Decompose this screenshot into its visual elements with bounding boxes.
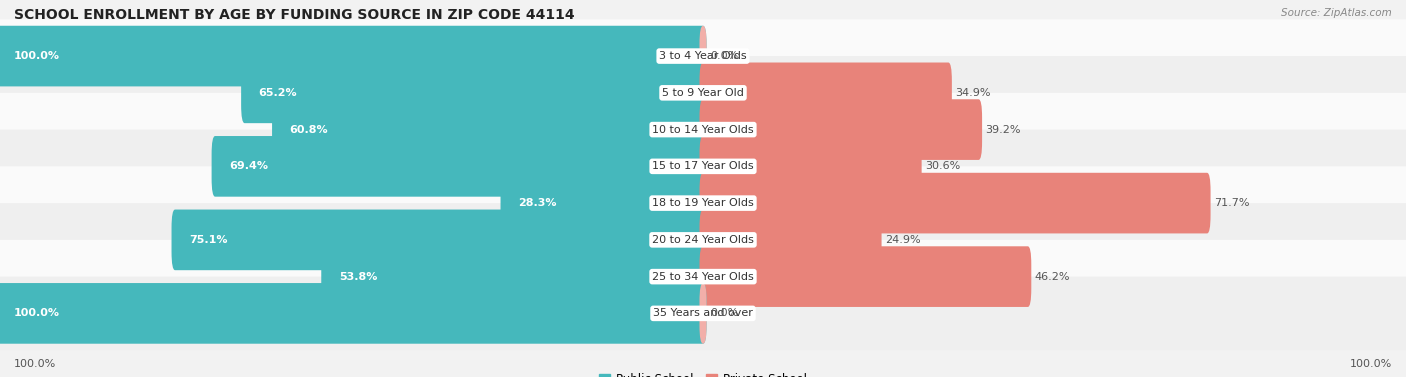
Text: 60.8%: 60.8% [290,124,328,135]
FancyBboxPatch shape [0,283,707,344]
FancyBboxPatch shape [700,210,882,270]
Text: 15 to 17 Year Olds: 15 to 17 Year Olds [652,161,754,172]
FancyBboxPatch shape [700,26,707,86]
Text: 0.0%: 0.0% [710,308,738,319]
Text: 100.0%: 100.0% [14,51,60,61]
Text: Source: ZipAtlas.com: Source: ZipAtlas.com [1281,8,1392,18]
FancyBboxPatch shape [700,246,1032,307]
FancyBboxPatch shape [700,99,981,160]
FancyBboxPatch shape [501,173,707,233]
FancyBboxPatch shape [273,99,707,160]
FancyBboxPatch shape [700,283,707,344]
Text: 35 Years and over: 35 Years and over [652,308,754,319]
FancyBboxPatch shape [242,63,707,123]
Text: 100.0%: 100.0% [14,359,56,369]
FancyBboxPatch shape [0,166,1406,240]
Text: 69.4%: 69.4% [229,161,269,172]
Text: 75.1%: 75.1% [190,235,228,245]
Text: 100.0%: 100.0% [14,308,60,319]
FancyBboxPatch shape [0,203,1406,277]
Text: 30.6%: 30.6% [925,161,960,172]
FancyBboxPatch shape [211,136,707,197]
FancyBboxPatch shape [321,246,707,307]
FancyBboxPatch shape [172,210,707,270]
Text: 65.2%: 65.2% [259,88,297,98]
Text: 3 to 4 Year Olds: 3 to 4 Year Olds [659,51,747,61]
Text: SCHOOL ENROLLMENT BY AGE BY FUNDING SOURCE IN ZIP CODE 44114: SCHOOL ENROLLMENT BY AGE BY FUNDING SOUR… [14,8,575,21]
Text: 100.0%: 100.0% [1350,359,1392,369]
FancyBboxPatch shape [0,130,1406,203]
FancyBboxPatch shape [700,136,922,197]
Text: 39.2%: 39.2% [986,124,1021,135]
FancyBboxPatch shape [700,63,952,123]
Text: 46.2%: 46.2% [1035,271,1070,282]
Text: 20 to 24 Year Olds: 20 to 24 Year Olds [652,235,754,245]
Text: 28.3%: 28.3% [517,198,557,208]
FancyBboxPatch shape [0,240,1406,313]
Text: 10 to 14 Year Olds: 10 to 14 Year Olds [652,124,754,135]
Text: 34.9%: 34.9% [956,88,991,98]
FancyBboxPatch shape [0,26,707,86]
FancyBboxPatch shape [0,93,1406,166]
Legend: Public School, Private School: Public School, Private School [593,368,813,377]
Text: 24.9%: 24.9% [886,235,921,245]
Text: 71.7%: 71.7% [1213,198,1250,208]
Text: 53.8%: 53.8% [339,271,377,282]
Text: 25 to 34 Year Olds: 25 to 34 Year Olds [652,271,754,282]
FancyBboxPatch shape [700,173,1211,233]
Text: 0.0%: 0.0% [710,51,738,61]
FancyBboxPatch shape [0,277,1406,350]
FancyBboxPatch shape [0,19,1406,93]
Text: 5 to 9 Year Old: 5 to 9 Year Old [662,88,744,98]
FancyBboxPatch shape [0,56,1406,130]
Text: 18 to 19 Year Olds: 18 to 19 Year Olds [652,198,754,208]
